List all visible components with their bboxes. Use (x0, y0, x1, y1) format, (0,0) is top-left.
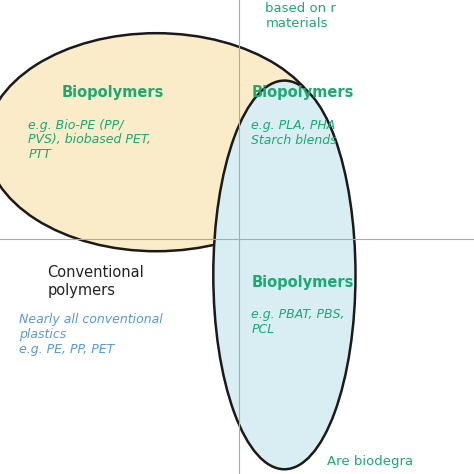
Text: Biopolymers: Biopolymers (251, 85, 354, 100)
Text: e.g. Bio-PE (PP/
PVS), biobased PET,
PTT: e.g. Bio-PE (PP/ PVS), biobased PET, PTT (28, 118, 151, 162)
Text: Nearly all conventional
plastics
e.g. PE, PP, PET: Nearly all conventional plastics e.g. PE… (19, 313, 163, 356)
Text: Biopolymers: Biopolymers (251, 275, 354, 290)
Ellipse shape (213, 81, 356, 469)
Text: based on r
materials: based on r materials (265, 2, 337, 30)
Text: e.g. PLA, PHA
Starch blends: e.g. PLA, PHA Starch blends (251, 118, 337, 146)
Text: Biopolymers: Biopolymers (62, 85, 164, 100)
Text: e.g. PBAT, PBS,
PCL: e.g. PBAT, PBS, PCL (251, 308, 345, 336)
Text: Are biodegra: Are biodegra (327, 455, 413, 468)
Ellipse shape (0, 33, 327, 251)
Text: Conventional
polymers: Conventional polymers (47, 265, 144, 298)
